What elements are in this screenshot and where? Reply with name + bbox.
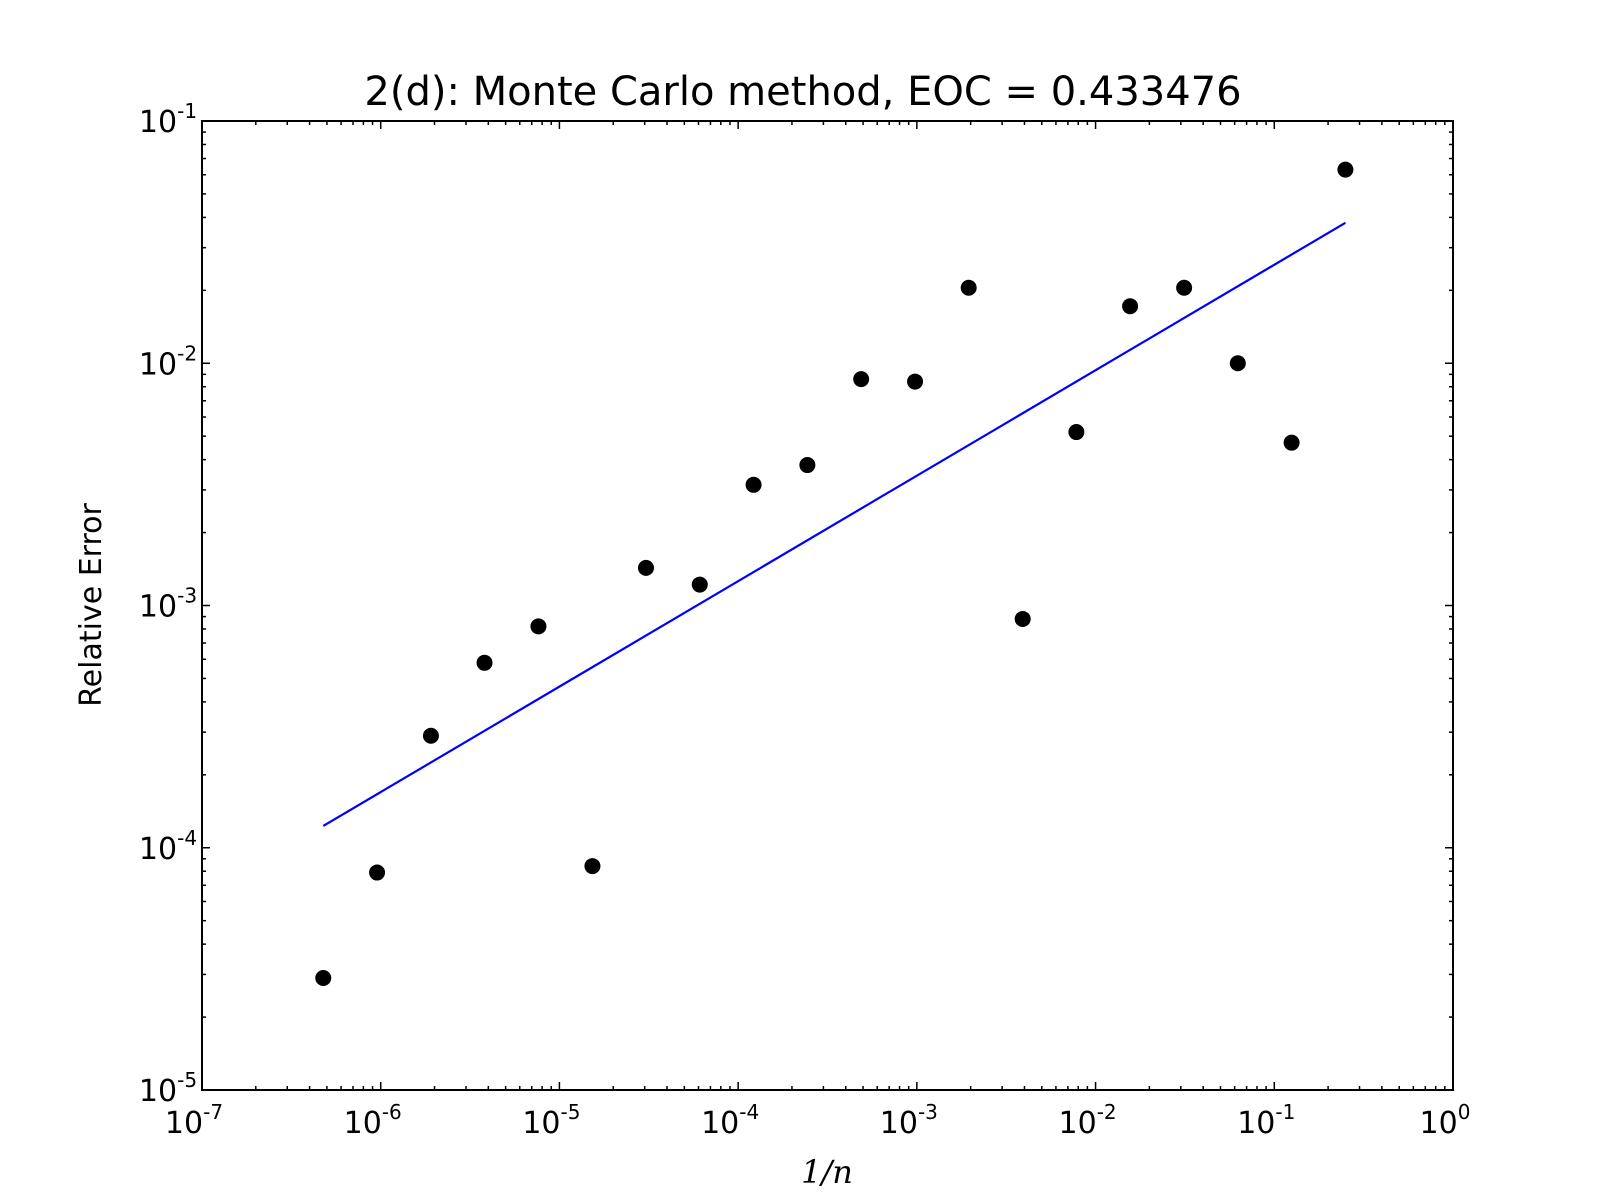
data-point	[853, 371, 870, 388]
x-tick-label: 10-7	[165, 1100, 223, 1141]
x-tick-label: 10-1	[1237, 1100, 1295, 1141]
data-point	[530, 618, 547, 635]
data-point	[1337, 161, 1354, 178]
x-tick-label: 10-5	[522, 1100, 580, 1141]
y-tick-label: 10-1	[139, 99, 197, 140]
y-tick-label: 10-2	[139, 341, 197, 382]
y-axis-label: Relative Error	[74, 503, 109, 707]
x-axis-label: 1/n	[801, 1153, 853, 1191]
data-point	[745, 476, 762, 493]
x-tick-label: 100	[1420, 1100, 1471, 1141]
y-tick-labels: 10-5 10-4 10-3 10-2 10-1	[139, 99, 197, 1109]
y-tick-label: 10-3	[139, 584, 197, 625]
data-point	[422, 727, 439, 744]
ticks-layer	[201, 120, 1454, 1091]
data-point	[1068, 424, 1085, 441]
plot-layer	[315, 161, 1354, 986]
data-point	[476, 654, 493, 671]
axes-frame	[201, 120, 1454, 1091]
data-point	[1122, 298, 1139, 315]
x-tick-label: 10-3	[880, 1100, 938, 1141]
data-point	[907, 373, 924, 390]
y-tick-label: 10-4	[139, 826, 197, 867]
x-tick-label: 10-4	[701, 1100, 759, 1141]
data-point	[1014, 610, 1031, 627]
data-point	[1176, 279, 1193, 296]
data-point	[691, 576, 708, 593]
x-tick-labels: 10-7 10-6 10-5 10-4 10-3 10-2 10-1 100	[165, 1100, 1471, 1141]
chart-title: 2(d): Monte Carlo method, EOC = 0.433476	[364, 69, 1241, 115]
data-point	[1229, 355, 1246, 372]
data-point	[960, 279, 977, 296]
data-point	[799, 457, 816, 474]
fit-line	[322, 221, 1346, 827]
data-point	[315, 969, 332, 986]
x-tick-label: 10-2	[1059, 1100, 1117, 1141]
data-point	[637, 559, 654, 576]
data-point	[369, 864, 386, 881]
y-tick-label: 10-5	[139, 1068, 197, 1109]
x-tick-label: 10-6	[344, 1100, 402, 1141]
data-point	[1283, 434, 1300, 451]
data-point	[584, 858, 601, 875]
